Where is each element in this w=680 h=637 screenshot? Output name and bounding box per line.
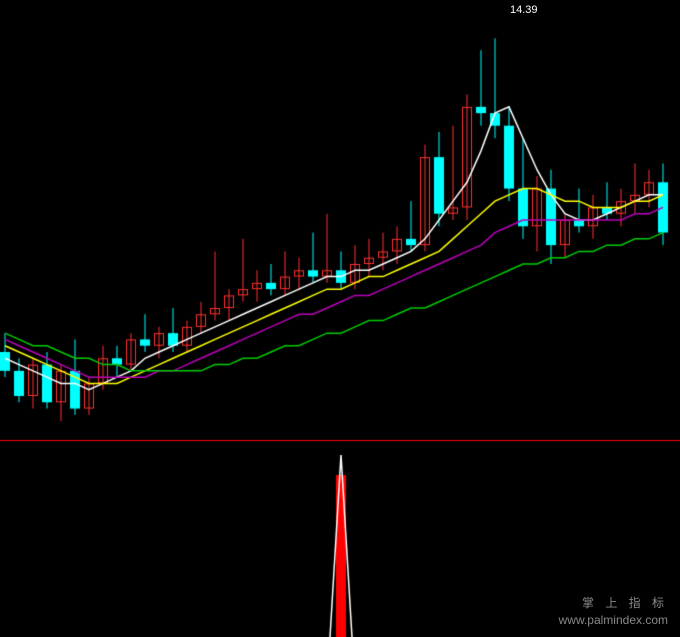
watermark-title: 掌 上 指 标 [559,595,668,612]
candlestick-chart [0,0,680,637]
watermark: 掌 上 指 标 www.palmindex.com [559,595,668,629]
price-high-label: 14.39 [510,4,538,16]
watermark-url: www.palmindex.com [559,612,668,629]
